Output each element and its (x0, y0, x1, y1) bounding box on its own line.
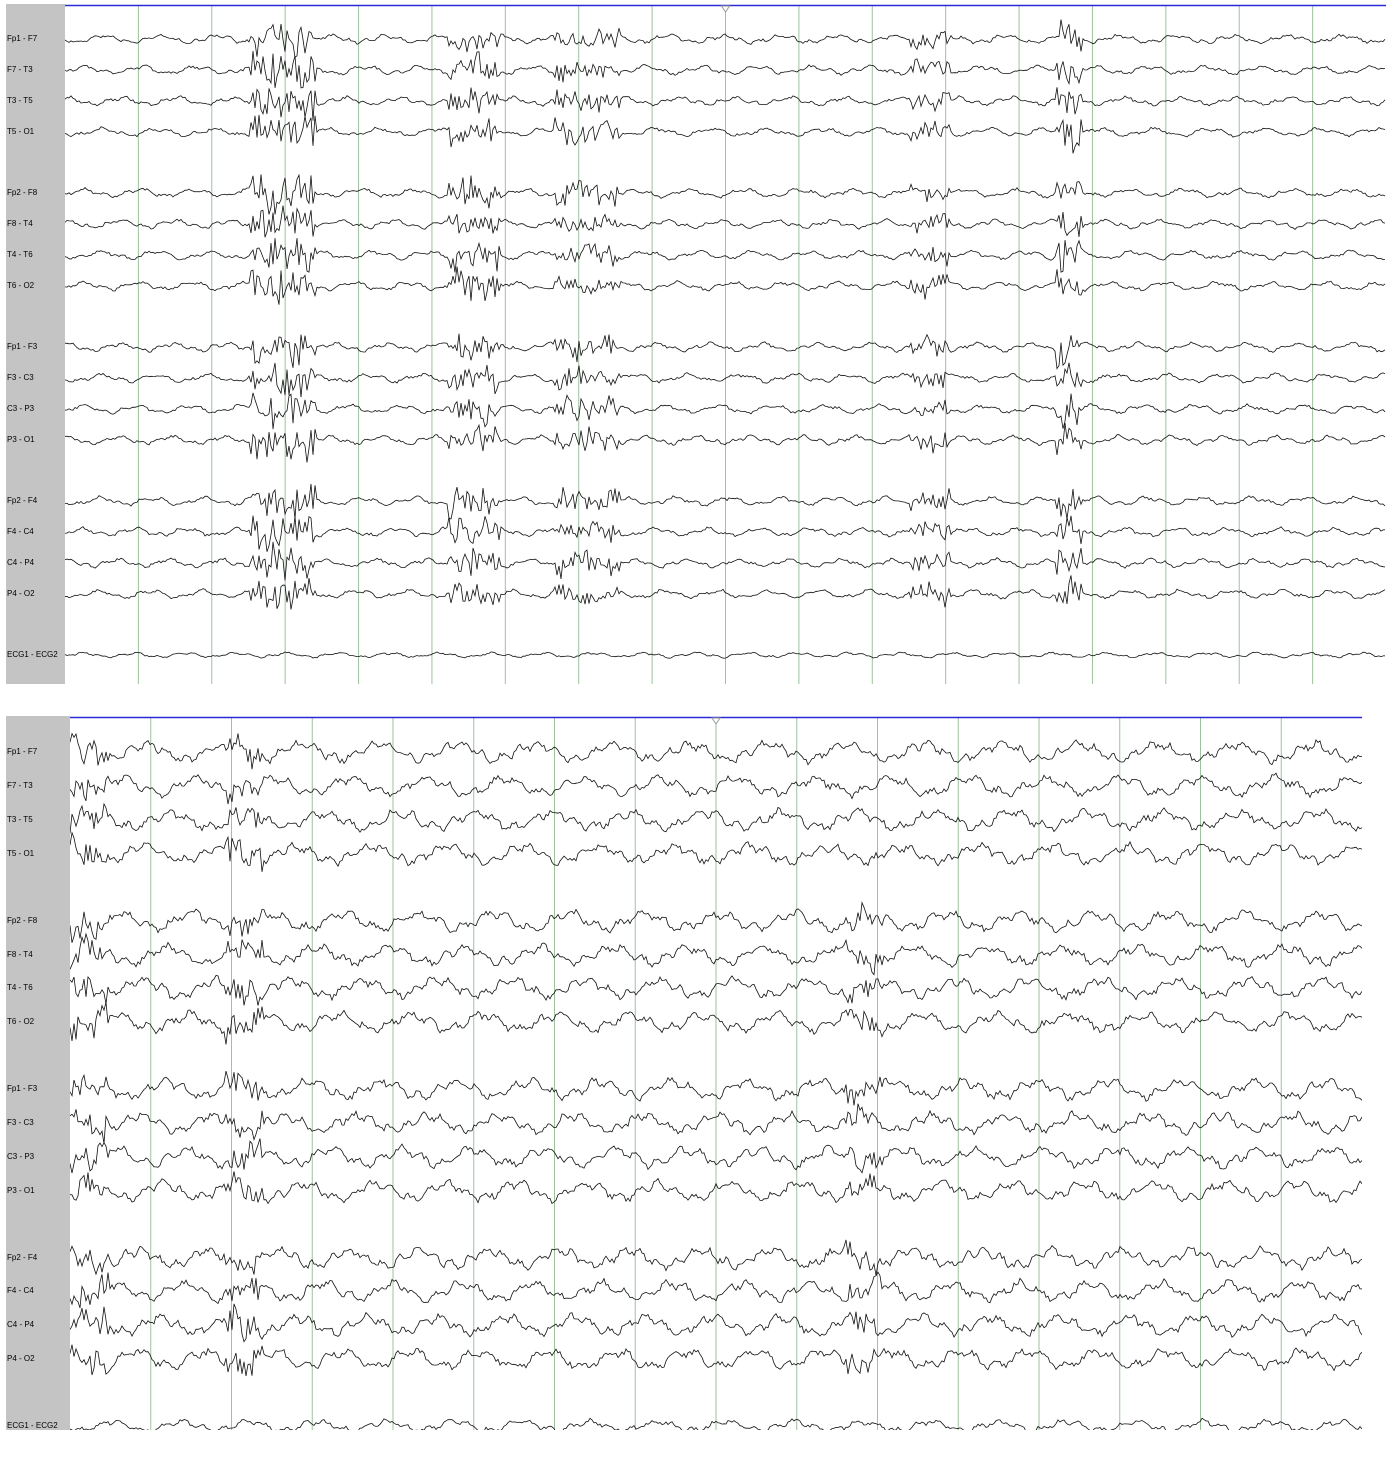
triangle-down-icon[interactable] (711, 717, 721, 725)
channel-label-fp1-f3: Fp1 - F3 (7, 342, 38, 351)
channel-label-t5-o1: T5 - O1 (7, 849, 35, 858)
channel-label-ecg1-ecg2: ECG1 - ECG2 (7, 1421, 58, 1430)
channel-label-f3-c3: F3 - C3 (7, 1118, 34, 1127)
eeg-trace-f4-c4 (70, 1271, 1362, 1309)
channel-label-c4-p4: C4 - P4 (7, 558, 35, 567)
eeg-trace-t5-o1 (65, 114, 1386, 154)
eeg-trace-ecg1-ecg2 (65, 651, 1386, 659)
channel-label-fp1-f7: Fp1 - F7 (7, 747, 38, 756)
channel-label-c3-p3: C3 - P3 (7, 404, 35, 413)
channel-label-t6-o2: T6 - O2 (7, 1017, 35, 1026)
channel-label-c4-p4: C4 - P4 (7, 1320, 35, 1329)
channel-label-ecg1-ecg2: ECG1 - ECG2 (7, 650, 58, 659)
eeg-trace-t3-t5 (65, 87, 1386, 121)
channel-label-fp1-f3: Fp1 - F3 (7, 1084, 38, 1093)
channel-label-t3-t5: T3 - T5 (7, 815, 33, 824)
eeg-trace-p4-o2 (70, 1344, 1362, 1376)
channel-label-fp1-f7: Fp1 - F7 (7, 34, 38, 43)
eeg-trace-fp1-f7 (70, 732, 1362, 770)
eeg-trace-p3-o1 (65, 422, 1386, 463)
eeg-trace-fp1-f3 (65, 333, 1386, 370)
channel-label-f4-c4: F4 - C4 (7, 1286, 34, 1295)
eeg-trace-p4-o2 (65, 575, 1386, 610)
channel-label-f7-t3: F7 - T3 (7, 65, 33, 74)
eeg-trace-c4-p4 (65, 541, 1386, 581)
eeg-trace-t4-t6 (70, 975, 1362, 1006)
eeg-trace-f8-t4 (65, 205, 1386, 238)
eeg-trace-t6-o2 (65, 266, 1386, 305)
channel-label-t4-t6: T4 - T6 (7, 983, 33, 992)
channel-label-f8-t4: F8 - T4 (7, 950, 33, 959)
eeg-trace-t3-t5 (70, 802, 1362, 834)
eeg-trace-t6-o2 (70, 1002, 1362, 1045)
eeg-trace-area-bottom[interactable] (70, 716, 1362, 1430)
eeg-trace-f7-t3 (70, 772, 1362, 805)
eeg-trace-fp1-f3 (70, 1070, 1362, 1106)
channel-label-column: Fp1 - F7 F7 - T3 T3 - T5 T5 - O1 Fp2 - F… (6, 4, 65, 684)
channel-label-p4-o2: P4 - O2 (7, 589, 35, 598)
eeg-trace-p3-o1 (70, 1171, 1362, 1205)
eeg-trace-fp2-f8 (65, 173, 1386, 215)
eeg-panel-top: Fp1 - F7 F7 - T3 T3 - T5 T5 - O1 Fp2 - F… (6, 4, 1386, 684)
channel-label-t6-o2: T6 - O2 (7, 281, 35, 290)
channel-label-c3-p3: C3 - P3 (7, 1152, 35, 1161)
eeg-trace-c4-p4 (70, 1303, 1362, 1343)
eeg-trace-ecg1-ecg2 (70, 1417, 1362, 1430)
eeg-trace-c3-p3 (65, 392, 1386, 430)
eeg-trace-f8-t4 (70, 932, 1362, 976)
eeg-trace-fp2-f8 (70, 901, 1362, 943)
eeg-panel-bottom: Fp1 - F7 F7 - T3 T3 - T5 T5 - O1 Fp2 - F… (6, 716, 1362, 1430)
eeg-trace-f3-c3 (65, 362, 1386, 398)
channel-label-column: Fp1 - F7 F7 - T3 T3 - T5 T5 - O1 Fp2 - F… (6, 716, 70, 1430)
channel-label-p4-o2: P4 - O2 (7, 1354, 35, 1363)
channel-label-p3-o1: P3 - O1 (7, 435, 35, 444)
eeg-trace-f3-c3 (70, 1103, 1362, 1144)
channel-label-fp2-f4: Fp2 - F4 (7, 1253, 38, 1262)
eeg-trace-t4-t6 (65, 238, 1386, 273)
channel-label-t5-o1: T5 - O1 (7, 127, 35, 136)
eeg-trace-area-top[interactable] (65, 4, 1386, 684)
eeg-trace-fp1-f7 (65, 19, 1386, 59)
channel-label-f8-t4: F8 - T4 (7, 219, 33, 228)
channel-label-f7-t3: F7 - T3 (7, 781, 33, 790)
channel-label-t3-t5: T3 - T5 (7, 96, 33, 105)
channel-label-fp2-f4: Fp2 - F4 (7, 496, 38, 505)
triangle-down-icon[interactable] (720, 5, 731, 13)
channel-label-p3-o1: P3 - O1 (7, 1186, 35, 1195)
channel-label-fp2-f8: Fp2 - F8 (7, 916, 38, 925)
eeg-trace-fp2-f4 (65, 483, 1386, 520)
channel-label-fp2-f8: Fp2 - F8 (7, 188, 38, 197)
eeg-trace-fp2-f4 (70, 1239, 1362, 1276)
eeg-trace-c3-p3 (70, 1138, 1362, 1174)
channel-label-f3-c3: F3 - C3 (7, 373, 34, 382)
eeg-trace-f7-t3 (65, 50, 1386, 89)
channel-label-t4-t6: T4 - T6 (7, 250, 33, 259)
eeg-trace-t5-o1 (70, 831, 1362, 872)
eeg-trace-f4-c4 (65, 515, 1386, 552)
channel-label-f4-c4: F4 - C4 (7, 527, 34, 536)
